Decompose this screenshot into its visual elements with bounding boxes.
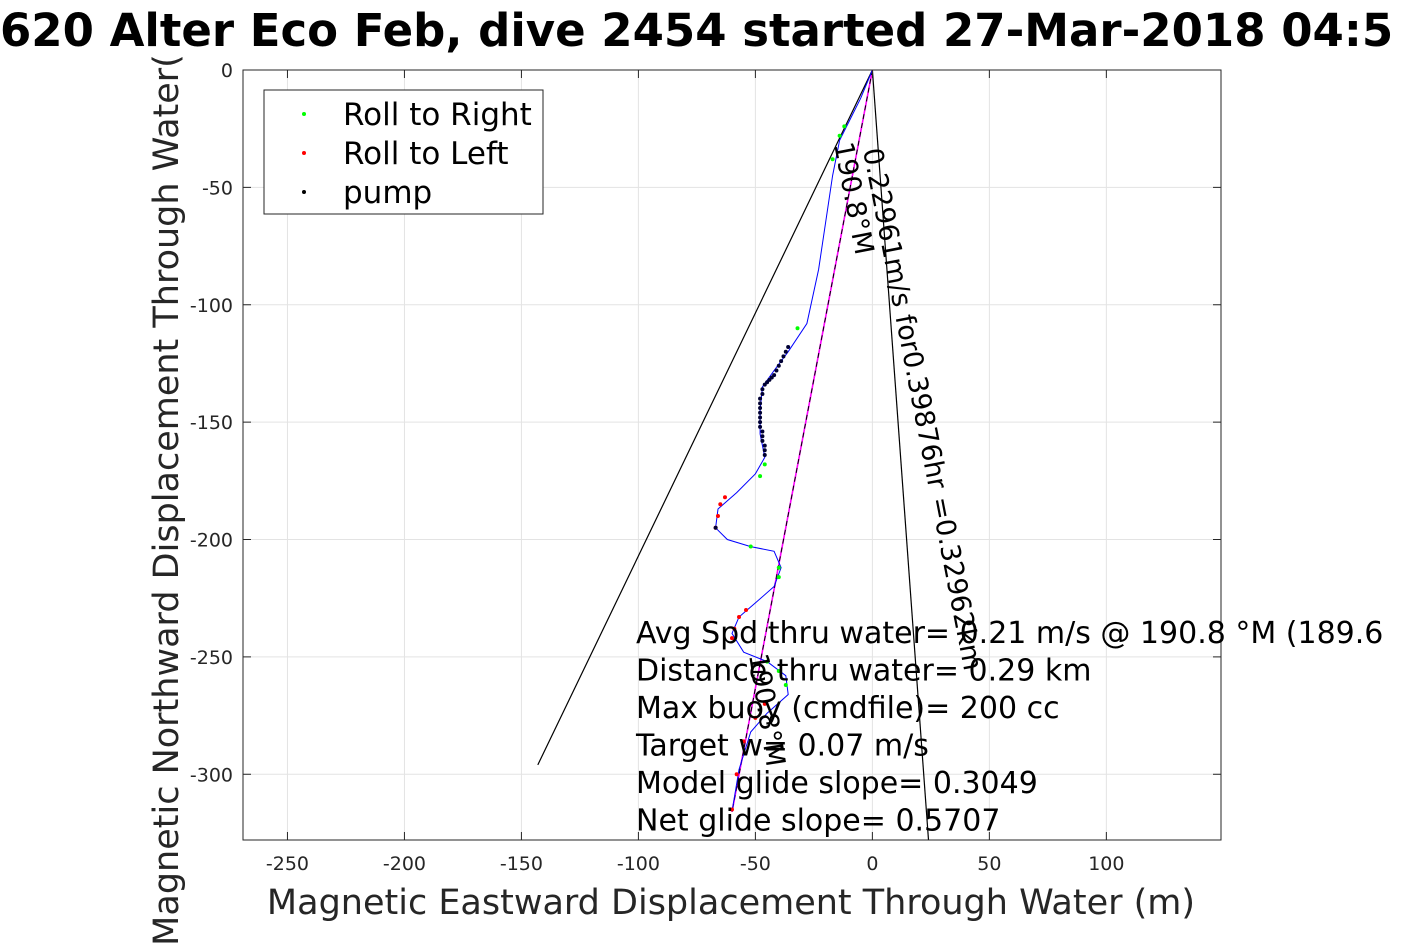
y-tick-label: -300 xyxy=(190,764,233,786)
annotation-line: Avg Spd thru water= 0.21 m/s @ 190.8 °M … xyxy=(636,616,1383,651)
roll-left-point xyxy=(730,636,734,641)
pump-point xyxy=(762,453,767,457)
pump-point xyxy=(760,438,765,443)
legend-box xyxy=(263,89,544,215)
y-tick-label: -150 xyxy=(190,412,233,434)
legend-marker xyxy=(302,151,306,155)
pump-point xyxy=(762,382,767,387)
legend-marker xyxy=(302,112,306,116)
roll-right-point xyxy=(795,326,800,331)
y-tick-label: -250 xyxy=(190,647,233,669)
x-tick-label: 0 xyxy=(866,853,878,875)
pump-point xyxy=(786,345,791,350)
axes: -250 -200 -150 -100 -50 0 50 100 0 -50 -100 -150 -20… xyxy=(190,60,1222,875)
pump-point xyxy=(758,424,763,429)
y-tick-label: 0 xyxy=(221,60,233,82)
x-tick-label: -150 xyxy=(500,853,543,875)
x-axis-label: Magnetic Eastward Displacement Through W… xyxy=(267,883,1195,923)
roll-right-point xyxy=(776,575,781,580)
net-track-line xyxy=(731,69,874,812)
annotation-line: Distance thru water= 0.29 km xyxy=(636,654,1091,689)
roll-right-point xyxy=(837,133,842,138)
pump-point xyxy=(758,415,763,420)
marker-layer xyxy=(713,124,847,812)
axes-box xyxy=(242,69,1222,841)
pump-point xyxy=(758,401,763,406)
roll-left-point xyxy=(753,715,758,720)
y-tick-label: -100 xyxy=(190,295,233,317)
roll-left-point xyxy=(741,739,746,744)
y-tick-label: -50 xyxy=(202,177,233,199)
pump-point xyxy=(713,525,718,530)
pump-point xyxy=(774,368,779,373)
x-tick-label: -100 xyxy=(617,853,660,875)
annotation-line: Target w= 0.07 m/s xyxy=(635,729,929,764)
pump-point xyxy=(779,359,784,364)
pump-point xyxy=(762,448,767,453)
roll-left-point xyxy=(722,495,727,500)
pump-point xyxy=(781,354,786,359)
roll-right-point xyxy=(776,565,781,570)
roll-left-point xyxy=(732,626,737,631)
pump-point xyxy=(758,420,763,425)
y-tick-label: -200 xyxy=(190,530,233,552)
roll-left-point xyxy=(734,772,739,777)
roll-left-point xyxy=(730,807,734,812)
roll-right-point xyxy=(748,544,753,549)
y-axis-label: Magnetic Northward Displacement Through … xyxy=(147,54,187,945)
heading-fan xyxy=(537,69,930,841)
chart-title: 620 Alter Eco Feb, dive 2454 started 27-… xyxy=(0,4,1393,57)
roll-right-point xyxy=(762,462,767,467)
x-tick-label: -200 xyxy=(383,853,426,875)
roll-right-point xyxy=(842,124,847,129)
annotation-line: Net glide slope= 0.5707 xyxy=(636,804,1000,839)
pump-point xyxy=(760,387,765,392)
pump-point xyxy=(783,349,788,354)
x-tick-label: -250 xyxy=(266,853,309,875)
pump-point xyxy=(760,434,765,439)
x-tick-label: -50 xyxy=(740,853,771,875)
roll-left-point xyxy=(715,514,720,519)
annotation-block: Avg Spd thru water= 0.21 m/s @ 190.8 °M … xyxy=(635,616,1383,839)
x-tick-label: 100 xyxy=(1088,853,1124,875)
track-layer xyxy=(715,69,874,812)
pump-point xyxy=(760,391,765,396)
x-tick-label: 50 xyxy=(977,853,1001,875)
pump-point xyxy=(776,363,781,368)
roll-right-point xyxy=(758,474,763,479)
legend-marker xyxy=(302,190,306,194)
legend-label: Roll to Right xyxy=(343,97,532,133)
roll-right-point xyxy=(830,157,835,162)
pump-point xyxy=(758,410,763,415)
roll-right-point xyxy=(765,659,770,664)
pump-point xyxy=(758,396,763,401)
pump-point xyxy=(762,443,767,448)
annotation-line: Model glide slope= 0.3049 xyxy=(636,766,1038,801)
pump-point xyxy=(760,429,765,434)
legend-label: pump xyxy=(343,175,432,211)
dive-track-line xyxy=(715,69,873,812)
axis-labels: 620 Alter Eco Feb, dive 2454 started 27-… xyxy=(0,4,1393,945)
roll-right-point xyxy=(783,683,788,688)
roll-left-point xyxy=(762,701,767,706)
roll-left-point xyxy=(718,502,723,507)
roll-left-point xyxy=(737,614,742,619)
legend-label: Roll to Left xyxy=(343,136,509,172)
fan-line-left xyxy=(537,69,873,766)
fan-line-right xyxy=(871,69,930,841)
roll-right-point xyxy=(776,668,781,673)
annotation-line: Max buoy (cmdfile)= 200 cc xyxy=(636,691,1060,726)
roll-left-point xyxy=(744,607,749,612)
pump-point xyxy=(758,406,763,411)
